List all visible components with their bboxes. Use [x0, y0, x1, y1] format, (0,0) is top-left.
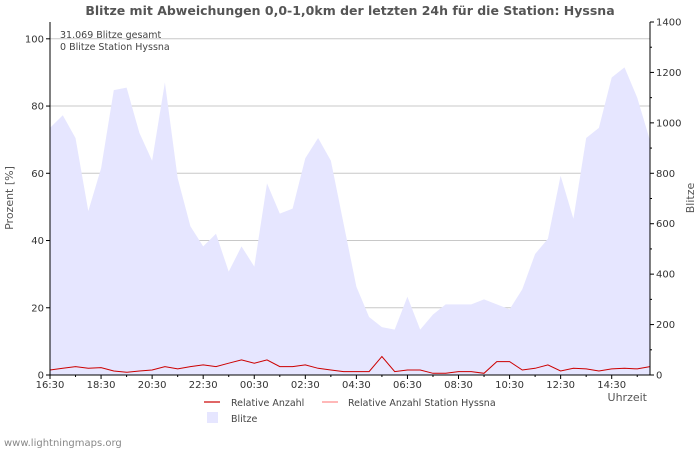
- x-tick-label: 20:30: [138, 380, 167, 391]
- legend-label-relative-anzahl: Relative Anzahl: [231, 398, 304, 409]
- y-axis-left-label: Prozent [%]: [3, 166, 16, 230]
- y-tick-label-right: 200: [656, 320, 675, 331]
- legend-swatch-blitze: [207, 412, 218, 423]
- y-axis-right-ticks: 0 200 400 600 800 1000 1200 1400: [650, 18, 681, 382]
- x-axis-label: Uhrzeit: [608, 391, 648, 404]
- x-tick-label: 22:30: [189, 380, 218, 391]
- y-tick-label-right: 1000: [656, 118, 681, 129]
- y-tick-label-left: 0: [38, 371, 44, 382]
- y-tick-label-right: 400: [656, 270, 675, 281]
- x-tick-label: 10:30: [495, 380, 524, 391]
- relative-anzahl-line: [49, 355, 651, 374]
- y-tick-label-left: 80: [31, 102, 44, 113]
- y-tick-label-right: 600: [656, 219, 675, 230]
- chart-title: Blitze mit Abweichungen 0,0-1,0km der le…: [85, 3, 614, 18]
- y-tick-label-right: 0: [656, 371, 662, 382]
- annotation-total: 31.069 Blitze gesamt: [60, 30, 162, 41]
- x-tick-label: 18:30: [87, 380, 116, 391]
- blitze-area-layer: [50, 67, 650, 376]
- x-axis-ticks: 16:30 18:30 20:30 22:30 00:30 02:30 04:30 06:30…: [36, 375, 638, 391]
- y-tick-label-left: 100: [25, 34, 44, 45]
- x-tick-label: 14:30: [597, 380, 626, 391]
- x-tick-label: 08:30: [444, 380, 473, 391]
- y-tick-label-left: 20: [31, 303, 44, 314]
- blitze-area: [50, 67, 650, 376]
- legend-label-relative-anzahl-station: Relative Anzahl Station Hyssna: [348, 398, 496, 409]
- legend: Relative Anzahl Relative Anzahl Station …: [204, 398, 496, 425]
- x-tick-label: 16:30: [36, 380, 65, 391]
- y-tick-label-right: 800: [656, 169, 675, 180]
- footer-source: www.lightningmaps.org: [4, 438, 122, 449]
- y-tick-label-left: 60: [31, 169, 44, 180]
- legend-label-blitze: Blitze: [231, 414, 258, 425]
- annotation-station: 0 Blitze Station Hyssna: [60, 42, 170, 53]
- y-tick-label-right: 1200: [656, 68, 681, 79]
- y-tick-label-right: 1400: [656, 18, 681, 29]
- x-tick-label: 00:30: [240, 380, 269, 391]
- y-tick-label-left: 40: [31, 236, 44, 247]
- y-axis-right-label: Blitze: [684, 183, 697, 214]
- x-tick-label: 02:30: [291, 380, 320, 391]
- x-tick-label: 04:30: [342, 380, 371, 391]
- x-tick-label: 12:30: [546, 380, 575, 391]
- relative-anzahl-line-layer: [49, 355, 651, 374]
- x-tick-label: 06:30: [393, 380, 422, 391]
- y-axis-left-ticks: 0 20 40 60 80 100: [25, 34, 50, 382]
